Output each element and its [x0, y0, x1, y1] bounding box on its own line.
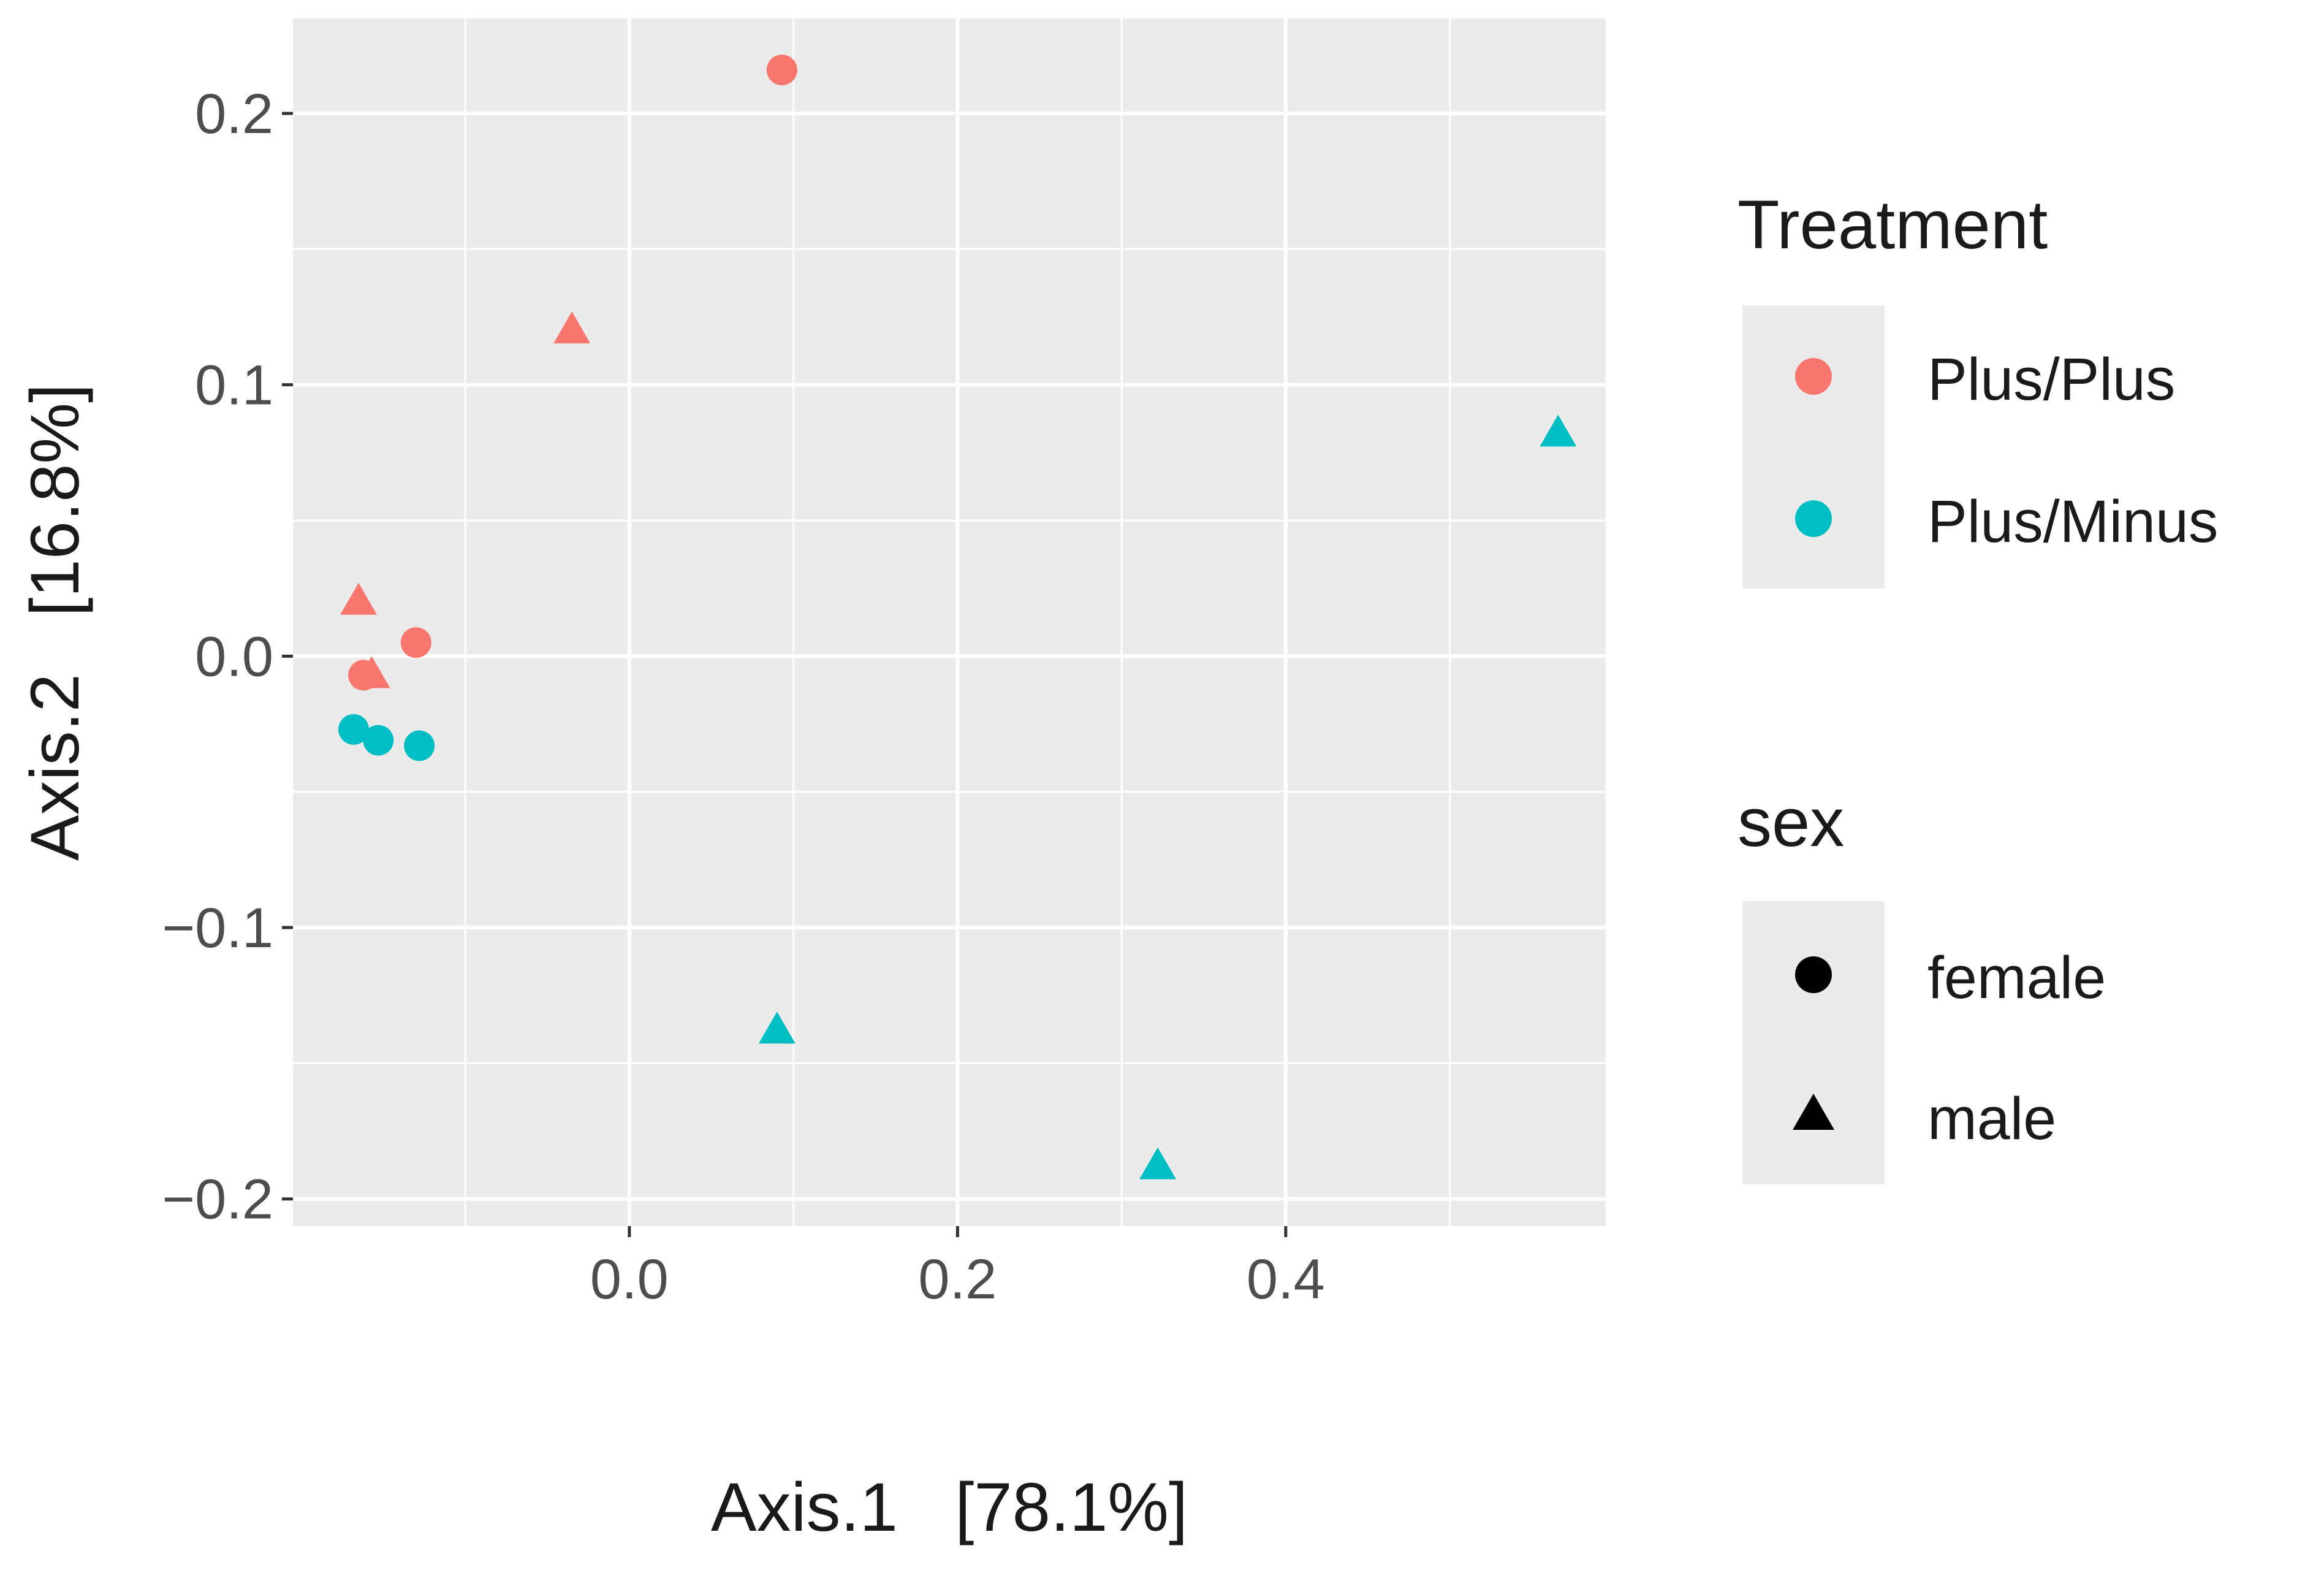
legend-treatment-title: Treatment: [1737, 186, 2048, 263]
x-tick-label: 0.2: [918, 1248, 997, 1311]
legend-male-label: male: [1927, 1085, 2056, 1152]
minor-gridlines: [293, 18, 1606, 1226]
point-plus-plus-female-0: [766, 55, 797, 86]
legend-plus-plus-key: [1795, 358, 1832, 395]
legend-sex: sex female male: [1737, 784, 2106, 1184]
data-points: [338, 55, 1577, 1179]
point-plus-minus-female-6: [338, 714, 370, 745]
legend-plus-plus-label: Plus/Plus: [1927, 346, 2175, 413]
legend-male-key: [1793, 1094, 1834, 1130]
legend-treatment-keys-bg: [1742, 305, 1885, 589]
point-plus-plus-male-1: [553, 311, 591, 344]
legend-plus-minus-key: [1795, 500, 1832, 537]
y-tick-label: −0.1: [162, 897, 273, 959]
y-tick-label: 0.2: [195, 83, 273, 145]
legend-female-key: [1795, 956, 1832, 993]
point-plus-plus-female-3: [400, 627, 431, 658]
point-plus-minus-male-10: [758, 1012, 796, 1044]
x-axis: 0.0 0.2 0.4: [590, 1226, 1325, 1311]
point-plus-plus-male-2: [340, 582, 378, 615]
x-tick-label: 0.4: [1247, 1248, 1325, 1311]
plot-panel: [293, 18, 1606, 1226]
y-axis-title: Axis.2 [16.8%]: [17, 384, 93, 861]
legend-female-label: female: [1927, 944, 2106, 1011]
point-plus-minus-male-11: [1139, 1147, 1177, 1179]
x-axis-title: Axis.1 [78.1%]: [711, 1469, 1188, 1545]
legend-treatment: Treatment Plus/Plus Plus/Minus: [1737, 186, 2218, 589]
legend-sex-title: sex: [1737, 784, 1844, 861]
y-axis: −0.2 −0.1 0.0 0.1 0.2: [162, 83, 293, 1231]
major-gridlines: [293, 18, 1606, 1226]
point-plus-plus-male-5: [353, 656, 390, 688]
point-plus-minus-female-8: [404, 730, 435, 761]
legend-sex-keys-bg: [1742, 901, 1885, 1184]
y-tick-label: −0.2: [162, 1168, 273, 1231]
point-plus-minus-female-7: [363, 725, 394, 756]
y-tick-label: 0.0: [195, 625, 273, 688]
point-plus-minus-male-9: [1540, 414, 1577, 447]
x-tick-label: 0.0: [590, 1248, 669, 1311]
y-tick-label: 0.1: [195, 354, 273, 417]
legend-plus-minus-label: Plus/Minus: [1927, 488, 2218, 555]
